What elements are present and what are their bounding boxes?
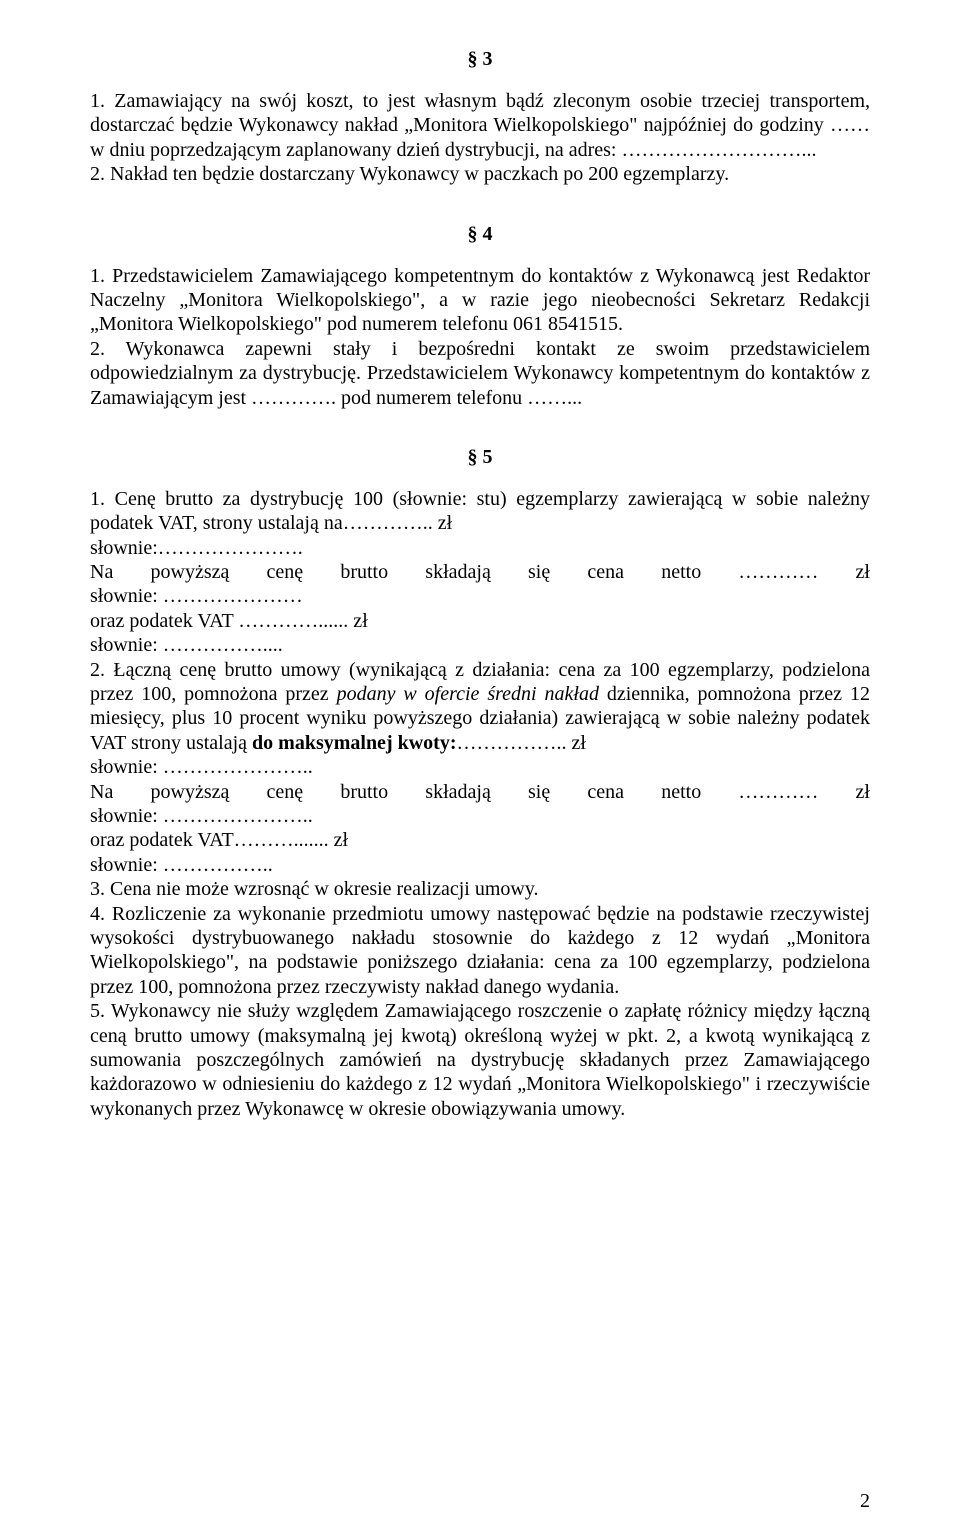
section-4-body: 1. Przedstawicielem Zamawiającego kompet… — [90, 264, 870, 410]
section-5-na-line-2: Na powyższą cenę brutto składają się cen… — [90, 780, 870, 804]
section-5-p3: 3. Cena nie może wzrosnąć w okresie real… — [90, 877, 870, 901]
na1-b: powyższą — [151, 560, 230, 584]
section-5-p2a-post: …………….. zł — [456, 732, 585, 754]
section-5-p2e: słownie: …………….. — [90, 853, 870, 877]
section-5-p2d: oraz podatek VAT………....... zł — [90, 828, 870, 852]
section-3-heading: § 3 — [90, 48, 870, 71]
na2-h: netto — [661, 780, 701, 804]
section-5-p4: 4. Rozliczenie za wykonanie przedmiotu u… — [90, 902, 870, 1000]
section-5-na-line-1: Na powyższą cenę brutto składają się cen… — [90, 560, 870, 584]
section-5-p2b: słownie: ………………….. — [90, 755, 870, 779]
na1-d: brutto — [340, 560, 388, 584]
section-4-p1: 1. Przedstawicielem Zamawiającego kompet… — [90, 264, 870, 337]
section-5-p1c: słownie: ………………… — [90, 584, 870, 608]
section-3-p1: 1. Zamawiający na swój koszt, to jest wł… — [90, 89, 870, 162]
section-3-body: 1. Zamawiający na swój koszt, to jest wł… — [90, 89, 870, 187]
section-5-p1b: słownie:…………………. — [90, 536, 870, 560]
na1-e: składają — [425, 560, 491, 584]
section-4-p2: 2. Wykonawca zapewni stały i bezpośredni… — [90, 337, 870, 410]
na2-i: ………… — [738, 780, 818, 804]
na1-h: netto — [661, 560, 701, 584]
section-5-p1d: oraz podatek VAT …………...... zł — [90, 609, 870, 633]
na2-a: Na — [90, 780, 113, 804]
na2-c: cenę — [267, 780, 304, 804]
na2-f: się — [528, 780, 550, 804]
na2-e: składają — [425, 780, 491, 804]
section-5-p2c: słownie: ………………….. — [90, 804, 870, 828]
section-4-heading: § 4 — [90, 223, 870, 246]
na1-f: się — [528, 560, 550, 584]
section-5-body: 1. Cenę brutto za dystrybucję 100 (słown… — [90, 487, 870, 1121]
section-5-p2a-italic: podany w ofercie średni nakład — [337, 683, 599, 705]
na1-j: zł — [856, 560, 870, 584]
na1-c: cenę — [267, 560, 304, 584]
section-5-p1a: 1. Cenę brutto za dystrybucję 100 (słown… — [90, 487, 870, 536]
section-5-heading: § 5 — [90, 446, 870, 469]
page-number: 2 — [860, 1490, 870, 1513]
section-5-p2a: 2. Łączną cenę brutto umowy (wynikającą … — [90, 658, 870, 756]
na2-d: brutto — [340, 780, 388, 804]
section-5-p2a-bold: do maksymalnej kwoty: — [252, 732, 456, 754]
na1-i: ………… — [738, 560, 818, 584]
section-3-p2: 2. Nakład ten będzie dostarczany Wykonaw… — [90, 162, 870, 186]
na2-b: powyższą — [151, 780, 230, 804]
section-5-p1e: słownie: …………….... — [90, 633, 870, 657]
section-5-p5: 5. Wykonawcy nie służy względem Zamawiaj… — [90, 999, 870, 1121]
na2-g: cena — [587, 780, 624, 804]
na1-a: Na — [90, 560, 113, 584]
document-page: § 3 1. Zamawiający na swój koszt, to jes… — [0, 0, 960, 1537]
na2-j: zł — [856, 780, 870, 804]
na1-g: cena — [587, 560, 624, 584]
